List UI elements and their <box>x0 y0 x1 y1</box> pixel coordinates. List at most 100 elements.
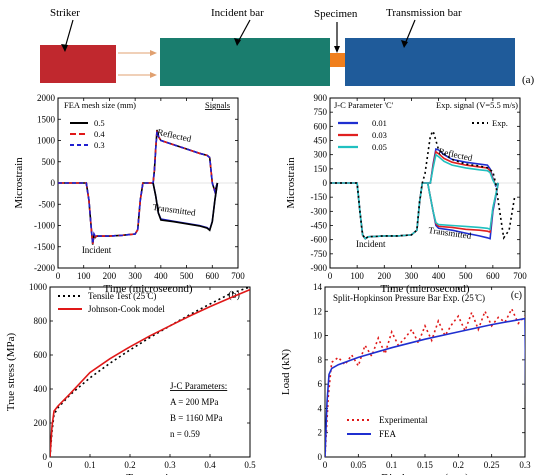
series-line-TensileTest25C <box>50 287 250 457</box>
x-tick-label: 600 <box>486 271 500 281</box>
motion-arrowhead-top <box>150 50 157 56</box>
x-tick-label: 300 <box>128 271 142 281</box>
x-tick-label: 600 <box>206 271 220 281</box>
y-tick-label: 4 <box>318 403 323 413</box>
series-line <box>426 182 500 231</box>
incident-label: Incident bar <box>211 7 264 19</box>
chart-title: Split-Hopkinson Pressure Bar Exp. (25 ̊C… <box>333 293 485 303</box>
y-tick-label: 800 <box>34 316 48 326</box>
legend-label: Johnson-Cook model <box>88 304 165 314</box>
y-tick-label: 0 <box>323 178 328 188</box>
y-axis-label: Microstrain <box>285 157 297 209</box>
plot-frame-e <box>324 286 526 458</box>
y-tick-label: 750 <box>314 107 328 117</box>
transmission-bar <box>345 38 515 86</box>
transmission-pointer <box>404 19 416 45</box>
series-line-0.3 <box>58 131 219 244</box>
panel-a-schematic: Striker Incident bar Specimen Transmissi… <box>40 7 535 86</box>
x-tick-label: 0.4 <box>204 460 216 470</box>
series-line-JohnsonCookmodel <box>50 288 250 457</box>
legend-label: Exp. <box>492 118 508 128</box>
incident-pointer <box>237 19 251 43</box>
x-tick-label: 0.15 <box>417 460 433 470</box>
legend-label: Tensile Test (25 ̊C) <box>88 291 156 301</box>
y-tick-label: -1000 <box>34 221 55 231</box>
x-tick-label: 100 <box>350 271 364 281</box>
chart-b: 0 100 200 300 400 500 600 700 -2000 -1500 -1000 -50… <box>13 93 245 301</box>
x-tick-label: 200 <box>378 271 392 281</box>
series-line-FEA <box>325 317 525 457</box>
x-tick-label: 0.5 <box>244 460 256 470</box>
y-tick-label: 1000 <box>37 136 56 146</box>
y-tick-label: 450 <box>314 136 328 146</box>
y-axis-label: Microstrain <box>13 157 25 209</box>
incident-bar <box>160 38 330 86</box>
y-tick-label: -750 <box>311 249 328 259</box>
chart-panels: 0 100 200 300 400 500 600 700-2000-1500-1000-50… <box>5 93 531 475</box>
x-tick-label: 0.2 <box>124 460 135 470</box>
plot-frame-d <box>49 286 251 458</box>
series-line-0.01 <box>330 147 499 240</box>
legend-label: 0.05 <box>372 142 387 152</box>
params-title: J-C Parameters: <box>170 381 227 391</box>
param-line: B = 1160 MPa <box>170 413 223 423</box>
y-tick-label: 12 <box>313 306 322 316</box>
chart-d: 0 0.1 0.2 0.3 0.4 0.5 0 200 400 600 800 1000 True st… <box>5 282 256 475</box>
y-tick-label: 6 <box>318 379 323 389</box>
x-tick-label: 700 <box>513 271 527 281</box>
param-line: n = 0.59 <box>170 429 200 439</box>
x-tick-label: 0.1 <box>386 460 397 470</box>
series-group <box>330 129 516 240</box>
y-tick-label: 300 <box>314 150 328 160</box>
y-tick-label: 600 <box>34 350 48 360</box>
legend-title: J-C Parameter 'C' <box>334 100 394 110</box>
y-tick-label: -600 <box>311 235 328 245</box>
y-tick-label: -500 <box>39 199 56 209</box>
annotation-incident: Incident <box>356 239 386 249</box>
y-tick-label: 1500 <box>37 114 56 124</box>
x-tick-label: 0.3 <box>519 460 531 470</box>
y-tick-label: -450 <box>311 221 328 231</box>
legend-label: Experimental <box>379 415 428 425</box>
x-axis-label: Displacement (mm) <box>381 472 469 475</box>
y-axis-label: Load (kN) <box>280 349 292 395</box>
striker-pointer <box>64 19 74 49</box>
y-tick-label: 150 <box>314 164 328 174</box>
y-tick-label: 0 <box>43 452 48 462</box>
series-line-0.05 <box>330 153 499 240</box>
incident-pointer-head <box>234 38 241 46</box>
y-tick-label: -900 <box>311 263 328 273</box>
x-tick-label: 0.05 <box>350 460 366 470</box>
legend-label: FEA <box>379 429 397 439</box>
x-axis-label: True strain <box>126 472 174 475</box>
striker-label: Striker <box>50 7 80 19</box>
x-tick-label: 200 <box>103 271 117 281</box>
y-tick-label: 10 <box>313 331 323 341</box>
legend2-title: Exp. signal (V=5.5 m/s) <box>436 100 518 110</box>
y-axis-label: True stress (MPa) <box>5 332 17 411</box>
series-line-Experimental <box>325 307 525 457</box>
annotation-incident: Incident <box>82 245 112 255</box>
specimen-pointer-head <box>334 46 340 53</box>
specimen-label: Specimen <box>314 8 358 20</box>
x-tick-label: 400 <box>432 271 446 281</box>
striker-pointer-head <box>61 44 68 52</box>
striker-bar <box>40 45 116 83</box>
y-tick-label: -150 <box>311 192 328 202</box>
y-tick-label: 400 <box>34 384 48 394</box>
x-tick-label: 300 <box>405 271 419 281</box>
y-tick-label: 900 <box>314 93 328 103</box>
x-tick-label: 0.3 <box>164 460 176 470</box>
y-tick-label: 14 <box>313 282 323 292</box>
legend-label: 0.03 <box>372 130 387 140</box>
motion-arrowhead-bottom <box>150 72 157 78</box>
legend-label: 0.5 <box>94 118 105 128</box>
legend-title: FEA mesh size (mm) <box>64 100 136 110</box>
legend-label: 0.4 <box>94 129 105 139</box>
x-tick-label: 0.2 <box>453 460 464 470</box>
x-tick-label: 0 <box>56 271 61 281</box>
legend-label: 0.3 <box>94 140 105 150</box>
series-line <box>152 182 219 232</box>
y-tick-label: 0 <box>51 178 56 188</box>
